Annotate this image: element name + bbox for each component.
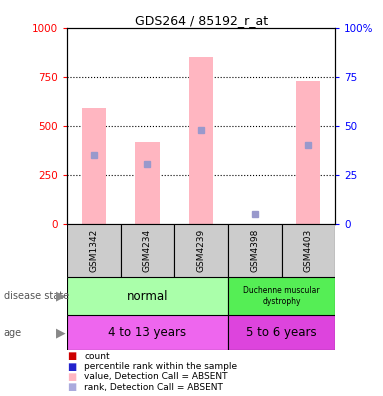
Text: ■: ■ (67, 372, 76, 382)
Text: GSM4239: GSM4239 (196, 229, 206, 272)
Text: GSM4234: GSM4234 (143, 229, 152, 272)
Text: 5 to 6 years: 5 to 6 years (246, 326, 317, 339)
Text: GSM1342: GSM1342 (89, 229, 98, 272)
Text: age: age (4, 327, 22, 338)
Title: GDS264 / 85192_r_at: GDS264 / 85192_r_at (134, 13, 268, 27)
Bar (82, 108, 106, 224)
Bar (282, 224, 335, 277)
Text: value, Detection Call = ABSENT: value, Detection Call = ABSENT (84, 373, 228, 381)
Text: ■: ■ (67, 382, 76, 392)
Text: normal: normal (127, 289, 168, 303)
Text: rank, Detection Call = ABSENT: rank, Detection Call = ABSENT (84, 383, 223, 392)
Text: GSM4403: GSM4403 (304, 229, 313, 272)
Text: GSM4398: GSM4398 (250, 229, 259, 272)
Text: ■: ■ (67, 362, 76, 372)
Text: Duchenne muscular
dystrophy: Duchenne muscular dystrophy (243, 286, 320, 306)
Bar (189, 57, 213, 224)
Text: 4 to 13 years: 4 to 13 years (108, 326, 187, 339)
Text: count: count (84, 352, 110, 361)
Text: ▶: ▶ (56, 326, 66, 339)
Bar (296, 81, 320, 224)
Text: ■: ■ (67, 351, 76, 362)
Bar (228, 315, 335, 350)
Bar (67, 315, 228, 350)
Bar (136, 143, 159, 224)
Text: ▶: ▶ (56, 289, 66, 303)
Bar (174, 224, 228, 277)
Text: disease state: disease state (4, 291, 69, 301)
Bar (228, 224, 282, 277)
Bar (67, 277, 228, 315)
Bar (67, 224, 121, 277)
Text: percentile rank within the sample: percentile rank within the sample (84, 362, 237, 371)
Bar (228, 277, 335, 315)
Bar (121, 224, 174, 277)
